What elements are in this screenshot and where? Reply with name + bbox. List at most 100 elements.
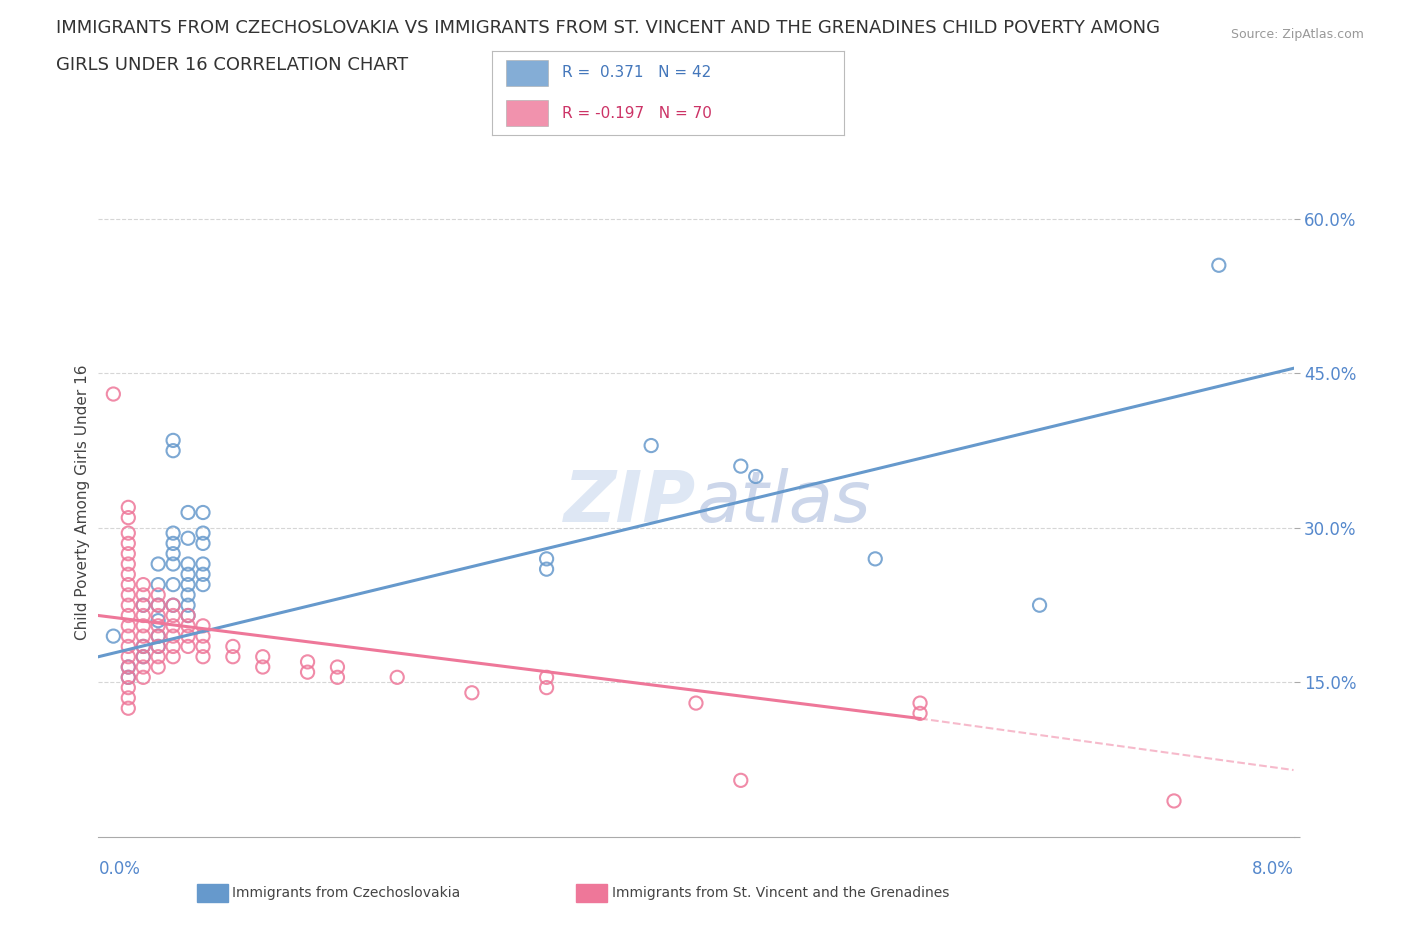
Point — [222, 649, 245, 664]
Point — [177, 639, 200, 654]
Point — [908, 696, 931, 711]
Point — [640, 438, 662, 453]
Point — [536, 680, 558, 695]
Point — [117, 578, 139, 592]
Point — [191, 567, 214, 582]
Point — [117, 639, 139, 654]
Point — [132, 598, 155, 613]
Point — [162, 546, 184, 561]
Text: Immigrants from St. Vincent and the Grenadines: Immigrants from St. Vincent and the Gren… — [612, 885, 949, 900]
Point — [132, 618, 155, 633]
Point — [191, 578, 214, 592]
Point — [177, 629, 200, 644]
Text: 0.0%: 0.0% — [98, 860, 141, 878]
Point — [297, 655, 319, 670]
Point — [162, 629, 184, 644]
Point — [908, 706, 931, 721]
Point — [191, 629, 214, 644]
Point — [132, 670, 155, 684]
Point — [191, 525, 214, 540]
Point — [132, 588, 155, 603]
Point — [177, 608, 200, 623]
Point — [191, 505, 214, 520]
Text: IMMIGRANTS FROM CZECHOSLOVAKIA VS IMMIGRANTS FROM ST. VINCENT AND THE GRENADINES: IMMIGRANTS FROM CZECHOSLOVAKIA VS IMMIGR… — [56, 19, 1160, 36]
Point — [132, 649, 155, 664]
Point — [148, 588, 170, 603]
Point — [148, 578, 170, 592]
Point — [132, 659, 155, 674]
Point — [191, 639, 214, 654]
Text: ZIP: ZIP — [564, 468, 696, 537]
Point — [148, 659, 170, 674]
Point — [117, 659, 139, 674]
Point — [117, 588, 139, 603]
Point — [536, 562, 558, 577]
Point — [730, 458, 752, 473]
Text: R =  0.371   N = 42: R = 0.371 N = 42 — [562, 65, 711, 80]
Point — [177, 598, 200, 613]
Point — [132, 608, 155, 623]
Point — [162, 649, 184, 664]
Point — [117, 649, 139, 664]
Point — [177, 608, 200, 623]
Point — [162, 598, 184, 613]
Point — [252, 659, 274, 674]
Point — [863, 551, 886, 566]
Point — [132, 639, 155, 654]
Point — [730, 773, 752, 788]
Point — [162, 433, 184, 448]
Point — [297, 665, 319, 680]
Point — [1028, 598, 1050, 613]
Point — [117, 690, 139, 705]
Point — [177, 531, 200, 546]
Point — [117, 701, 139, 716]
Point — [117, 556, 139, 571]
Point — [685, 696, 707, 711]
Point — [461, 685, 484, 700]
Point — [117, 598, 139, 613]
Point — [1163, 793, 1185, 808]
Point — [177, 556, 200, 571]
Point — [148, 629, 170, 644]
Point — [162, 608, 184, 623]
Point — [132, 639, 155, 654]
Text: Immigrants from Czechoslovakia: Immigrants from Czechoslovakia — [232, 885, 460, 900]
Point — [326, 659, 349, 674]
Point — [162, 536, 184, 551]
Point — [162, 618, 184, 633]
Text: atlas: atlas — [696, 468, 870, 537]
Point — [1208, 258, 1230, 272]
Point — [117, 567, 139, 582]
Point — [252, 649, 274, 664]
Point — [536, 551, 558, 566]
Point — [132, 598, 155, 613]
Point — [162, 639, 184, 654]
Point — [162, 578, 184, 592]
Point — [191, 618, 214, 633]
Point — [148, 613, 170, 628]
Point — [117, 608, 139, 623]
Point — [148, 598, 170, 613]
Point — [177, 618, 200, 633]
Point — [117, 680, 139, 695]
Point — [117, 618, 139, 633]
Point — [132, 629, 155, 644]
Point — [117, 500, 139, 515]
Bar — [506, 60, 548, 86]
Point — [117, 546, 139, 561]
Point — [148, 649, 170, 664]
Point — [177, 588, 200, 603]
Point — [117, 670, 139, 684]
Point — [117, 670, 139, 684]
Point — [191, 556, 214, 571]
Point — [148, 598, 170, 613]
Point — [148, 639, 170, 654]
Point — [745, 469, 768, 484]
Point — [148, 556, 170, 571]
Point — [148, 618, 170, 633]
Text: 8.0%: 8.0% — [1251, 860, 1294, 878]
Y-axis label: Child Poverty Among Girls Under 16: Child Poverty Among Girls Under 16 — [75, 365, 90, 640]
Point — [148, 608, 170, 623]
Text: Source: ZipAtlas.com: Source: ZipAtlas.com — [1230, 28, 1364, 41]
Point — [162, 598, 184, 613]
